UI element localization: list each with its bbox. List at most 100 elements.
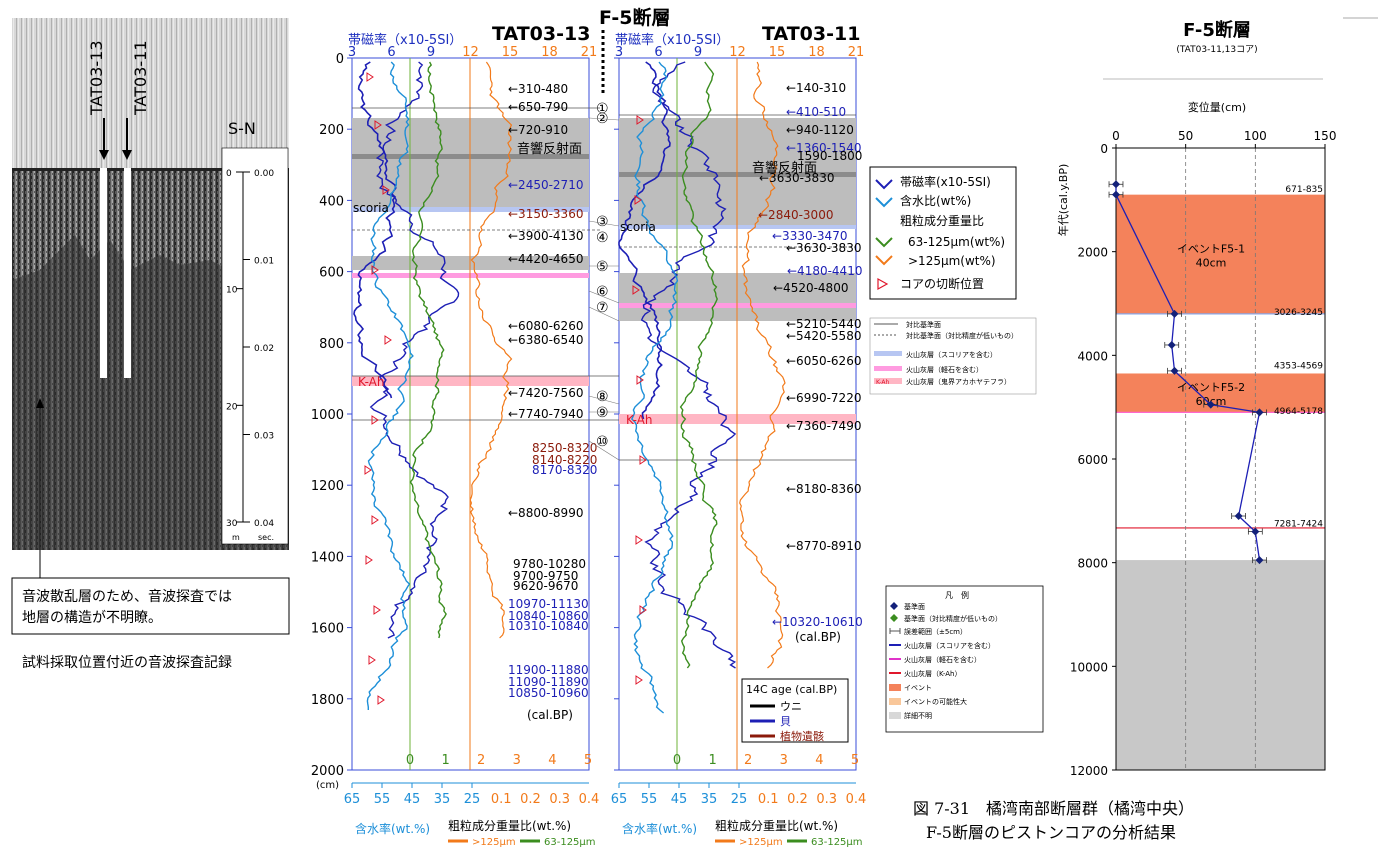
sonar-depth-label: 30 (226, 519, 238, 529)
hanrei-item-1: 基準面（対比精度が低いもの） (904, 614, 1002, 623)
sonar-unit-m: m (232, 533, 240, 542)
hanrei-item-0: 基準面 (904, 602, 925, 611)
correlation-link (588, 117, 620, 121)
sonar-caption: 試料採取位置付近の音波探査記録 (22, 654, 232, 671)
c14-item-2: 植物遺骸 (780, 729, 824, 743)
core-cut-marker (364, 465, 372, 475)
legend-item-1: 含水比(wt%) (900, 193, 971, 208)
core-a-scoria: scoria (353, 201, 389, 215)
core-cut-marker (366, 72, 374, 82)
small-legend-4: 火山灰層（鬼界アカホヤテフラ） (906, 377, 1011, 386)
a-top-tick: 9 (427, 45, 435, 60)
data-point (1206, 400, 1215, 409)
sonar-time-label: 0.00 (254, 169, 274, 179)
b-fine-label: 2 (744, 753, 752, 768)
a-coarse-label: 0.2 (520, 792, 541, 807)
ages_b-age-label: ←5210-5440 (786, 317, 861, 331)
sonar-core-line-11 (124, 168, 131, 378)
b-water-label: 45 (671, 792, 688, 807)
core-a-calbp: (cal.BP) (527, 708, 573, 722)
small-legend-3: 火山灰層（軽石を含む） (906, 365, 983, 374)
b-fine-label: 0 (673, 753, 681, 768)
y-tick-label: 6000 (1077, 453, 1108, 467)
y-tick-label: 10000 (1070, 660, 1108, 674)
ages_a-age-label: 8170-8320 (532, 463, 597, 477)
depth-label: 1200 (311, 479, 344, 494)
ages_a-age-label: ←4420-4650 (508, 252, 583, 266)
core-cut-marker (635, 675, 643, 685)
core-b-ages: ←140-310 ←410-510 ←940-1120 ←1360-15401590-… (758, 81, 863, 629)
data-point (1170, 309, 1179, 318)
correlation-link (588, 306, 620, 322)
core-a-axes: 3 6 9 12 15 18 2102004006008001000120014001600… (311, 45, 599, 807)
depth-label: 2000 (311, 764, 344, 779)
ages_a-age-label: 10310-10840 (508, 619, 589, 633)
ages_b-age-label: ←410-510 (786, 105, 846, 119)
legend-item-4: >125μm(wt%) (908, 254, 996, 268)
ages_a-age-label: ←3150-3360 (508, 207, 583, 221)
core-b-scoria: scoria (620, 220, 656, 234)
core-b-calbp: (cal.BP) (795, 630, 841, 644)
data-point (1234, 512, 1243, 521)
small-legend-2: 火山灰層（スコリアを含む） (906, 350, 997, 359)
age-range-label: 671-835 (1285, 185, 1323, 195)
ages_b-age-label: ←10320-10610 (772, 615, 863, 629)
age-range-label: 4353-4569 (1274, 361, 1323, 371)
ages_a-age-label: 9620-9670 (513, 579, 578, 593)
core-a-leg-gt125: >125μm (472, 837, 516, 848)
ages_a-age-label: ←6380-6540 (508, 333, 583, 347)
core-b-coarse-curve (739, 61, 786, 669)
ages_b-age-label: ←6050-6260 (786, 354, 861, 368)
b-top-tick: 15 (769, 45, 786, 60)
ages_b-age-label: ←5420-5580 (786, 329, 861, 343)
ages_a-age-label: 8140-8220 (532, 453, 597, 467)
core-a-acoustic: 音響反射面 (517, 141, 582, 157)
depth-label: 200 (319, 123, 344, 138)
correlation-marker: ① (596, 101, 609, 117)
core-cut-marker (635, 535, 643, 545)
depth-label: 1800 (311, 693, 344, 708)
core-a-coarse-curve (469, 61, 513, 639)
a-fine-label: 0 (406, 753, 414, 768)
core-a-magnetic-curve-lower (369, 61, 460, 639)
displacement-line (1115, 184, 1261, 561)
correlation-marker: ⑦ (596, 300, 609, 316)
core-b-magnetic-curve (618, 61, 671, 420)
a-fine-label: 4 (548, 753, 556, 768)
a-top-tick: 12 (462, 45, 479, 60)
ages_a-age-label: ←310-480 (508, 82, 568, 96)
ages_a-age-label: 10970-11130 (508, 597, 589, 611)
correlation-link (588, 220, 620, 227)
ages_b-age-label: ←6990-7220 (786, 391, 861, 405)
hanrei-item-6: イベント (904, 684, 932, 692)
sonar-unit-sec: sec. (258, 533, 274, 542)
b-water-label: 25 (731, 792, 748, 807)
core-cut-marker (371, 265, 379, 275)
age-range-label: 3026-3245 (1274, 308, 1323, 318)
unknown-region (1116, 560, 1325, 770)
ages_b-age-label: ←3330-3470 (772, 229, 847, 243)
correlation-link (588, 290, 620, 304)
sonar-label-13: TAT03-13 (87, 41, 106, 117)
x-tick-label: 50 (1178, 129, 1193, 143)
c14-legend (741, 678, 849, 743)
depth-label: 800 (319, 337, 344, 352)
legend-item-0: 帯磁率(x10-5SI) (900, 174, 991, 189)
b-water-label: 35 (701, 792, 718, 807)
displacement-chart: F-5断層 (TAT03-11,13コア) 変位量(cm) 年代(cal.y.B… (1056, 17, 1378, 778)
sonar-depth-label: 10 (226, 286, 238, 296)
correlation-marker: ⑥ (596, 284, 609, 300)
a-water-label: 25 (464, 792, 481, 807)
core-cut-marker (371, 415, 379, 425)
core-cut-marker (373, 605, 381, 615)
b-fine-label: 4 (815, 753, 823, 768)
event-amount: 40cm (1196, 256, 1227, 269)
chart-title: F-5断層 (1183, 19, 1251, 41)
small-legend-1: 対比基準面（対比精度が低いもの） (906, 331, 1018, 340)
a-water-label: 45 (404, 792, 421, 807)
ages_b-age-label: ←140-310 (786, 81, 846, 95)
core-cut-marker (636, 115, 644, 125)
y-tick-label: 12000 (1070, 764, 1108, 778)
ages_b-age-label: ←8770-8910 (786, 539, 861, 553)
depth-label: 600 (319, 266, 344, 281)
